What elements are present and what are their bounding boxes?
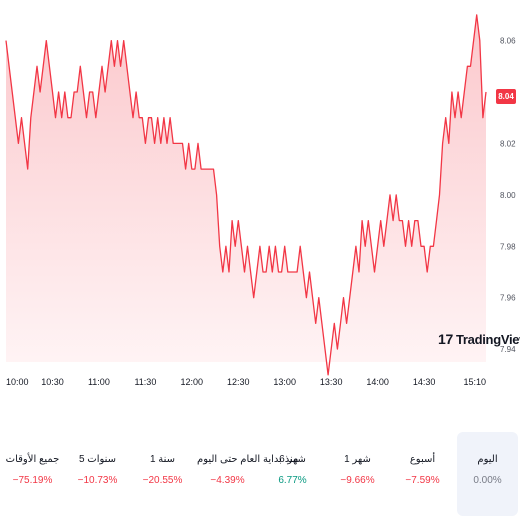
period-change-value: 6.77% <box>278 475 307 486</box>
y-tick-label: 8.00 <box>500 191 516 200</box>
y-tick-label: 8.02 <box>500 139 516 148</box>
period-tab[interactable]: منذ بداية العام حتى اليوم −4.39% <box>197 432 299 516</box>
period-tab[interactable]: أسبوع −7.59% <box>392 432 453 516</box>
y-tick-label: 8.06 <box>500 37 516 46</box>
y-tick-label: 7.98 <box>500 242 516 251</box>
x-tick-label: 11:30 <box>134 377 156 387</box>
period-tab[interactable]: جميع الأوقات −75.19% <box>2 432 63 516</box>
price-chart[interactable]: 10:00 10:30 11:00 11:30 12:00 12:30 13:00 13:30… <box>0 0 520 400</box>
x-tick-label: 13:30 <box>320 377 343 387</box>
period-tab[interactable]: 1 شهر −9.66% <box>327 432 388 516</box>
period-change-value: −4.39% <box>210 475 245 486</box>
period-tab[interactable]: اليوم 0.00% <box>457 432 518 516</box>
x-tick-label: 12:30 <box>227 377 250 387</box>
chart-svg[interactable]: 10:00 10:30 11:00 11:30 12:00 12:30 13:00 13:30… <box>0 0 520 400</box>
x-tick-label: 10:30 <box>41 377 64 387</box>
x-tick-label: 14:00 <box>366 377 389 387</box>
period-label: 6 شهر <box>279 454 306 465</box>
tradingview-logo[interactable]: 17 TradingView <box>438 331 520 347</box>
tradingview-logo-text: TradingView <box>455 331 520 347</box>
period-label: منذ بداية العام حتى اليوم <box>197 454 299 465</box>
x-tick-label: 13:00 <box>273 377 296 387</box>
x-tick-label: 10:00 <box>6 377 29 387</box>
period-label: أسبوع <box>409 454 436 465</box>
period-change-value: −9.66% <box>340 475 375 486</box>
period-change-value: −75.19% <box>12 475 53 486</box>
period-label: 1 شهر <box>344 454 371 465</box>
price-line <box>5 14 487 376</box>
period-label: 5 سنوات <box>78 454 117 465</box>
performance-periods: اليوم 0.00% أسبوع −7.59% 1 شهر −9.66% 6 شهر 6.7… <box>0 432 520 520</box>
period-change-value: −7.59% <box>405 475 440 486</box>
period-change-value: −10.73% <box>77 475 118 486</box>
x-tick-label: 15:10 <box>463 377 486 387</box>
last-price-label: 8.04 <box>496 89 516 104</box>
y-tick-label: 7.94 <box>500 345 516 354</box>
period-tab[interactable]: 5 سنوات −10.73% <box>67 432 128 516</box>
period-change-value: −20.55% <box>142 475 183 486</box>
period-change-value: 0.00% <box>473 475 502 486</box>
price-area-fill <box>6 14 486 375</box>
period-tab[interactable]: 1 سنة −20.55% <box>132 432 193 516</box>
x-tick-label: 12:00 <box>181 377 204 387</box>
tradingview-logo-icon: 17 <box>438 331 453 347</box>
period-tab[interactable]: 6 شهر 6.77% <box>262 432 323 516</box>
period-label: جميع الأوقات <box>5 454 60 465</box>
y-tick-label: 7.96 <box>500 294 516 303</box>
period-label: اليوم <box>477 454 498 465</box>
x-tick-label: 14:30 <box>413 377 436 387</box>
period-label: 1 سنة <box>149 454 176 465</box>
x-tick-label: 11:00 <box>88 377 110 387</box>
